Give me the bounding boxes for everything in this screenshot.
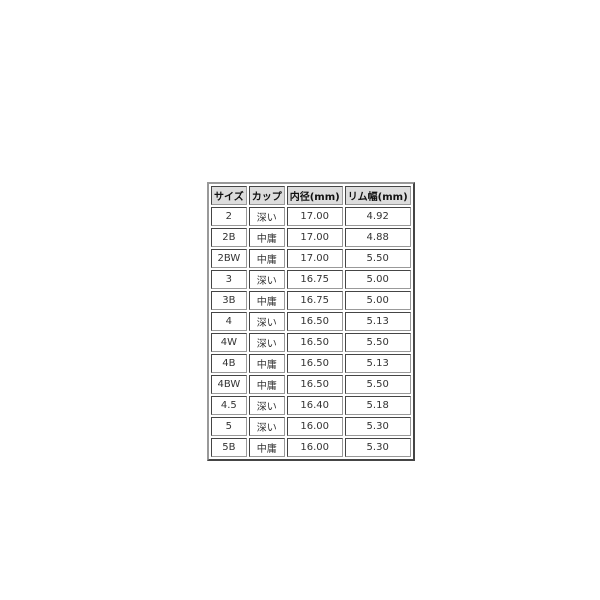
cell-cup: 深い xyxy=(248,417,285,436)
header-inner-diameter: 内径(mm) xyxy=(286,186,343,205)
cell-size: 5 xyxy=(211,417,247,436)
cell-cup: 中庸 xyxy=(248,438,285,457)
cell-inner-diameter: 17.00 xyxy=(286,207,343,226)
cell-rim-width: 5.18 xyxy=(344,396,411,415)
table-row: 5B 中庸 16.00 5.30 xyxy=(211,438,411,457)
table-row: 2B 中庸 17.00 4.88 xyxy=(211,228,411,247)
cell-size: 3B xyxy=(211,291,247,310)
cell-cup: 深い xyxy=(248,312,285,331)
cell-cup: 深い xyxy=(248,333,285,352)
cell-size: 4.5 xyxy=(211,396,247,415)
table-row: 4W 深い 16.50 5.50 xyxy=(211,333,411,352)
cell-inner-diameter: 16.40 xyxy=(286,396,343,415)
cell-rim-width: 5.13 xyxy=(344,354,411,373)
table-row: 2 深い 17.00 4.92 xyxy=(211,207,411,226)
table-row: 4B 中庸 16.50 5.13 xyxy=(211,354,411,373)
cell-inner-diameter: 16.00 xyxy=(286,417,343,436)
cell-rim-width: 5.30 xyxy=(344,417,411,436)
cell-inner-diameter: 16.50 xyxy=(286,333,343,352)
cell-inner-diameter: 17.00 xyxy=(286,228,343,247)
table-row: 4BW 中庸 16.50 5.50 xyxy=(211,375,411,394)
cell-rim-width: 5.13 xyxy=(344,312,411,331)
table-row: 5 深い 16.00 5.30 xyxy=(211,417,411,436)
cell-rim-width: 5.50 xyxy=(344,375,411,394)
table-row: 3 深い 16.75 5.00 xyxy=(211,270,411,289)
cell-size: 5B xyxy=(211,438,247,457)
header-cup: カップ xyxy=(248,186,285,205)
cell-size: 2BW xyxy=(211,249,247,268)
header-row: サイズ カップ 内径(mm) リム幅(mm) xyxy=(211,186,411,205)
spec-table: サイズ カップ 内径(mm) リム幅(mm) 2 深い 17.00 4.92 2B 中庸 1… xyxy=(207,182,415,461)
cell-cup: 深い xyxy=(248,270,285,289)
cell-size: 4 xyxy=(211,312,247,331)
cell-size: 2B xyxy=(211,228,247,247)
cell-cup: 中庸 xyxy=(248,375,285,394)
header-size: サイズ xyxy=(211,186,247,205)
table-row: 3B 中庸 16.75 5.00 xyxy=(211,291,411,310)
cell-cup: 深い xyxy=(248,396,285,415)
cell-inner-diameter: 16.50 xyxy=(286,354,343,373)
cell-rim-width: 5.00 xyxy=(344,291,411,310)
cell-inner-diameter: 16.50 xyxy=(286,375,343,394)
cell-cup: 深い xyxy=(248,207,285,226)
cell-size: 4B xyxy=(211,354,247,373)
cell-size: 4BW xyxy=(211,375,247,394)
cell-cup: 中庸 xyxy=(248,354,285,373)
cell-inner-diameter: 16.00 xyxy=(286,438,343,457)
cell-inner-diameter: 17.00 xyxy=(286,249,343,268)
cell-inner-diameter: 16.50 xyxy=(286,312,343,331)
cell-rim-width: 5.00 xyxy=(344,270,411,289)
spec-table-container: サイズ カップ 内径(mm) リム幅(mm) 2 深い 17.00 4.92 2B 中庸 1… xyxy=(207,182,415,461)
cell-rim-width: 5.50 xyxy=(344,333,411,352)
cell-inner-diameter: 16.75 xyxy=(286,291,343,310)
header-rim-width: リム幅(mm) xyxy=(344,186,411,205)
cell-cup: 中庸 xyxy=(248,291,285,310)
cell-rim-width: 4.92 xyxy=(344,207,411,226)
cell-size: 4W xyxy=(211,333,247,352)
cell-rim-width: 5.30 xyxy=(344,438,411,457)
cell-rim-width: 4.88 xyxy=(344,228,411,247)
cell-cup: 中庸 xyxy=(248,249,285,268)
table-row: 2BW 中庸 17.00 5.50 xyxy=(211,249,411,268)
cell-size: 3 xyxy=(211,270,247,289)
table-row: 4.5 深い 16.40 5.18 xyxy=(211,396,411,415)
cell-size: 2 xyxy=(211,207,247,226)
cell-inner-diameter: 16.75 xyxy=(286,270,343,289)
table-row: 4 深い 16.50 5.13 xyxy=(211,312,411,331)
cell-rim-width: 5.50 xyxy=(344,249,411,268)
cell-cup: 中庸 xyxy=(248,228,285,247)
